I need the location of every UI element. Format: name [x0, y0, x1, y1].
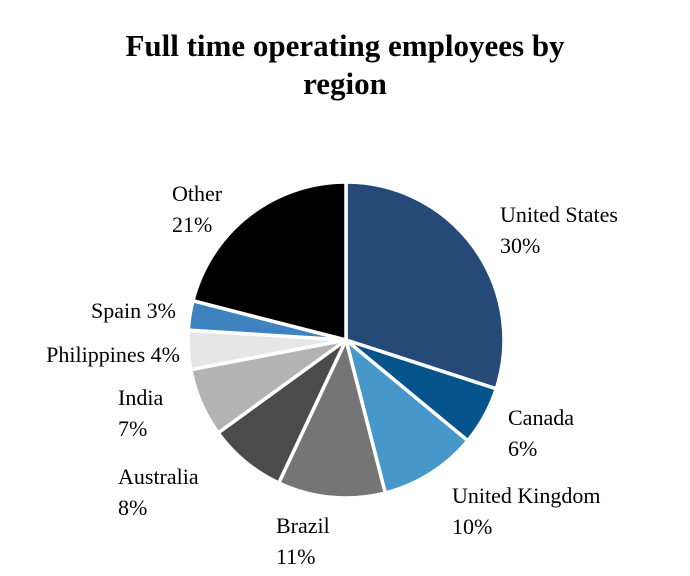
- chart-title-line-1: Full time operating employees by: [125, 28, 565, 63]
- slice-label-value-india: 7%: [118, 416, 147, 441]
- slice-label-value-australia: 8%: [118, 495, 147, 520]
- slice-label-name-australia: Australia: [118, 464, 199, 489]
- pie-slice-other: [191, 180, 348, 342]
- slice-label-value-other: 21%: [172, 212, 212, 237]
- slice-label-value-united-kingdom: 10%: [452, 514, 492, 539]
- pie-slice-united-states: [344, 180, 506, 391]
- slice-label-philippines: Philippines 4%: [46, 342, 180, 367]
- slice-label-spain: Spain 3%: [91, 298, 176, 323]
- slice-label-name-united-states: United States: [500, 202, 618, 227]
- chart-title-line-2: region: [303, 66, 387, 101]
- slice-label-value-canada: 6%: [508, 436, 537, 461]
- slice-label-name-other: Other: [172, 181, 223, 206]
- slice-label-name-india: India: [118, 385, 163, 410]
- slice-label-name-united-kingdom: United Kingdom: [452, 483, 601, 508]
- pie-slice-brazil: [276, 338, 388, 500]
- pie-labels: United States 30% Canada 6% United Kingdom 10…: [46, 181, 618, 569]
- slice-label-name-canada: Canada: [508, 405, 574, 430]
- pie-slices: [186, 180, 506, 500]
- slice-label-name-brazil: Brazil: [276, 513, 330, 538]
- slice-label-value-united-states: 30%: [500, 233, 540, 258]
- slice-label-value-brazil: 11%: [276, 544, 316, 569]
